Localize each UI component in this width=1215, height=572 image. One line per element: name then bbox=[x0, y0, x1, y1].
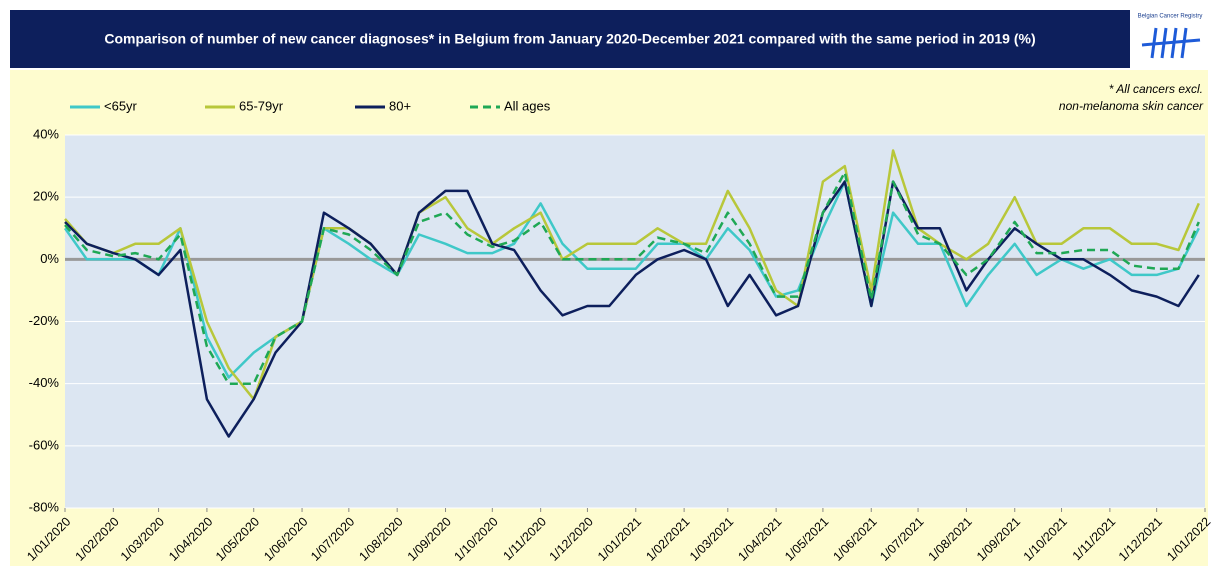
series-line bbox=[64, 180, 1200, 438]
y-tick-label: -40% bbox=[29, 375, 60, 390]
chart-title: Comparison of number of new cancer diagn… bbox=[104, 31, 1035, 47]
logo: Belgian Cancer Registry bbox=[1138, 14, 1203, 59]
legend-label: All ages bbox=[504, 98, 551, 113]
y-tick-label: 40% bbox=[33, 126, 59, 141]
y-tick-label: 0% bbox=[40, 251, 59, 266]
note: non-melanoma skin cancer bbox=[1059, 99, 1204, 113]
legend-label: 65-79yr bbox=[239, 98, 284, 113]
legend-label: <65yr bbox=[104, 98, 138, 113]
logo-text: Belgian Cancer Registry bbox=[1138, 14, 1203, 20]
note: * All cancers excl. bbox=[1109, 82, 1203, 96]
legend-label: 80+ bbox=[389, 98, 411, 113]
y-tick-label: 20% bbox=[33, 189, 59, 204]
y-tick-label: -20% bbox=[29, 313, 60, 328]
title-banner bbox=[10, 10, 1130, 68]
series-line bbox=[63, 180, 1200, 379]
series-line bbox=[64, 171, 1200, 385]
y-tick-label: -80% bbox=[29, 499, 60, 514]
y-tick-label: -60% bbox=[29, 437, 60, 452]
